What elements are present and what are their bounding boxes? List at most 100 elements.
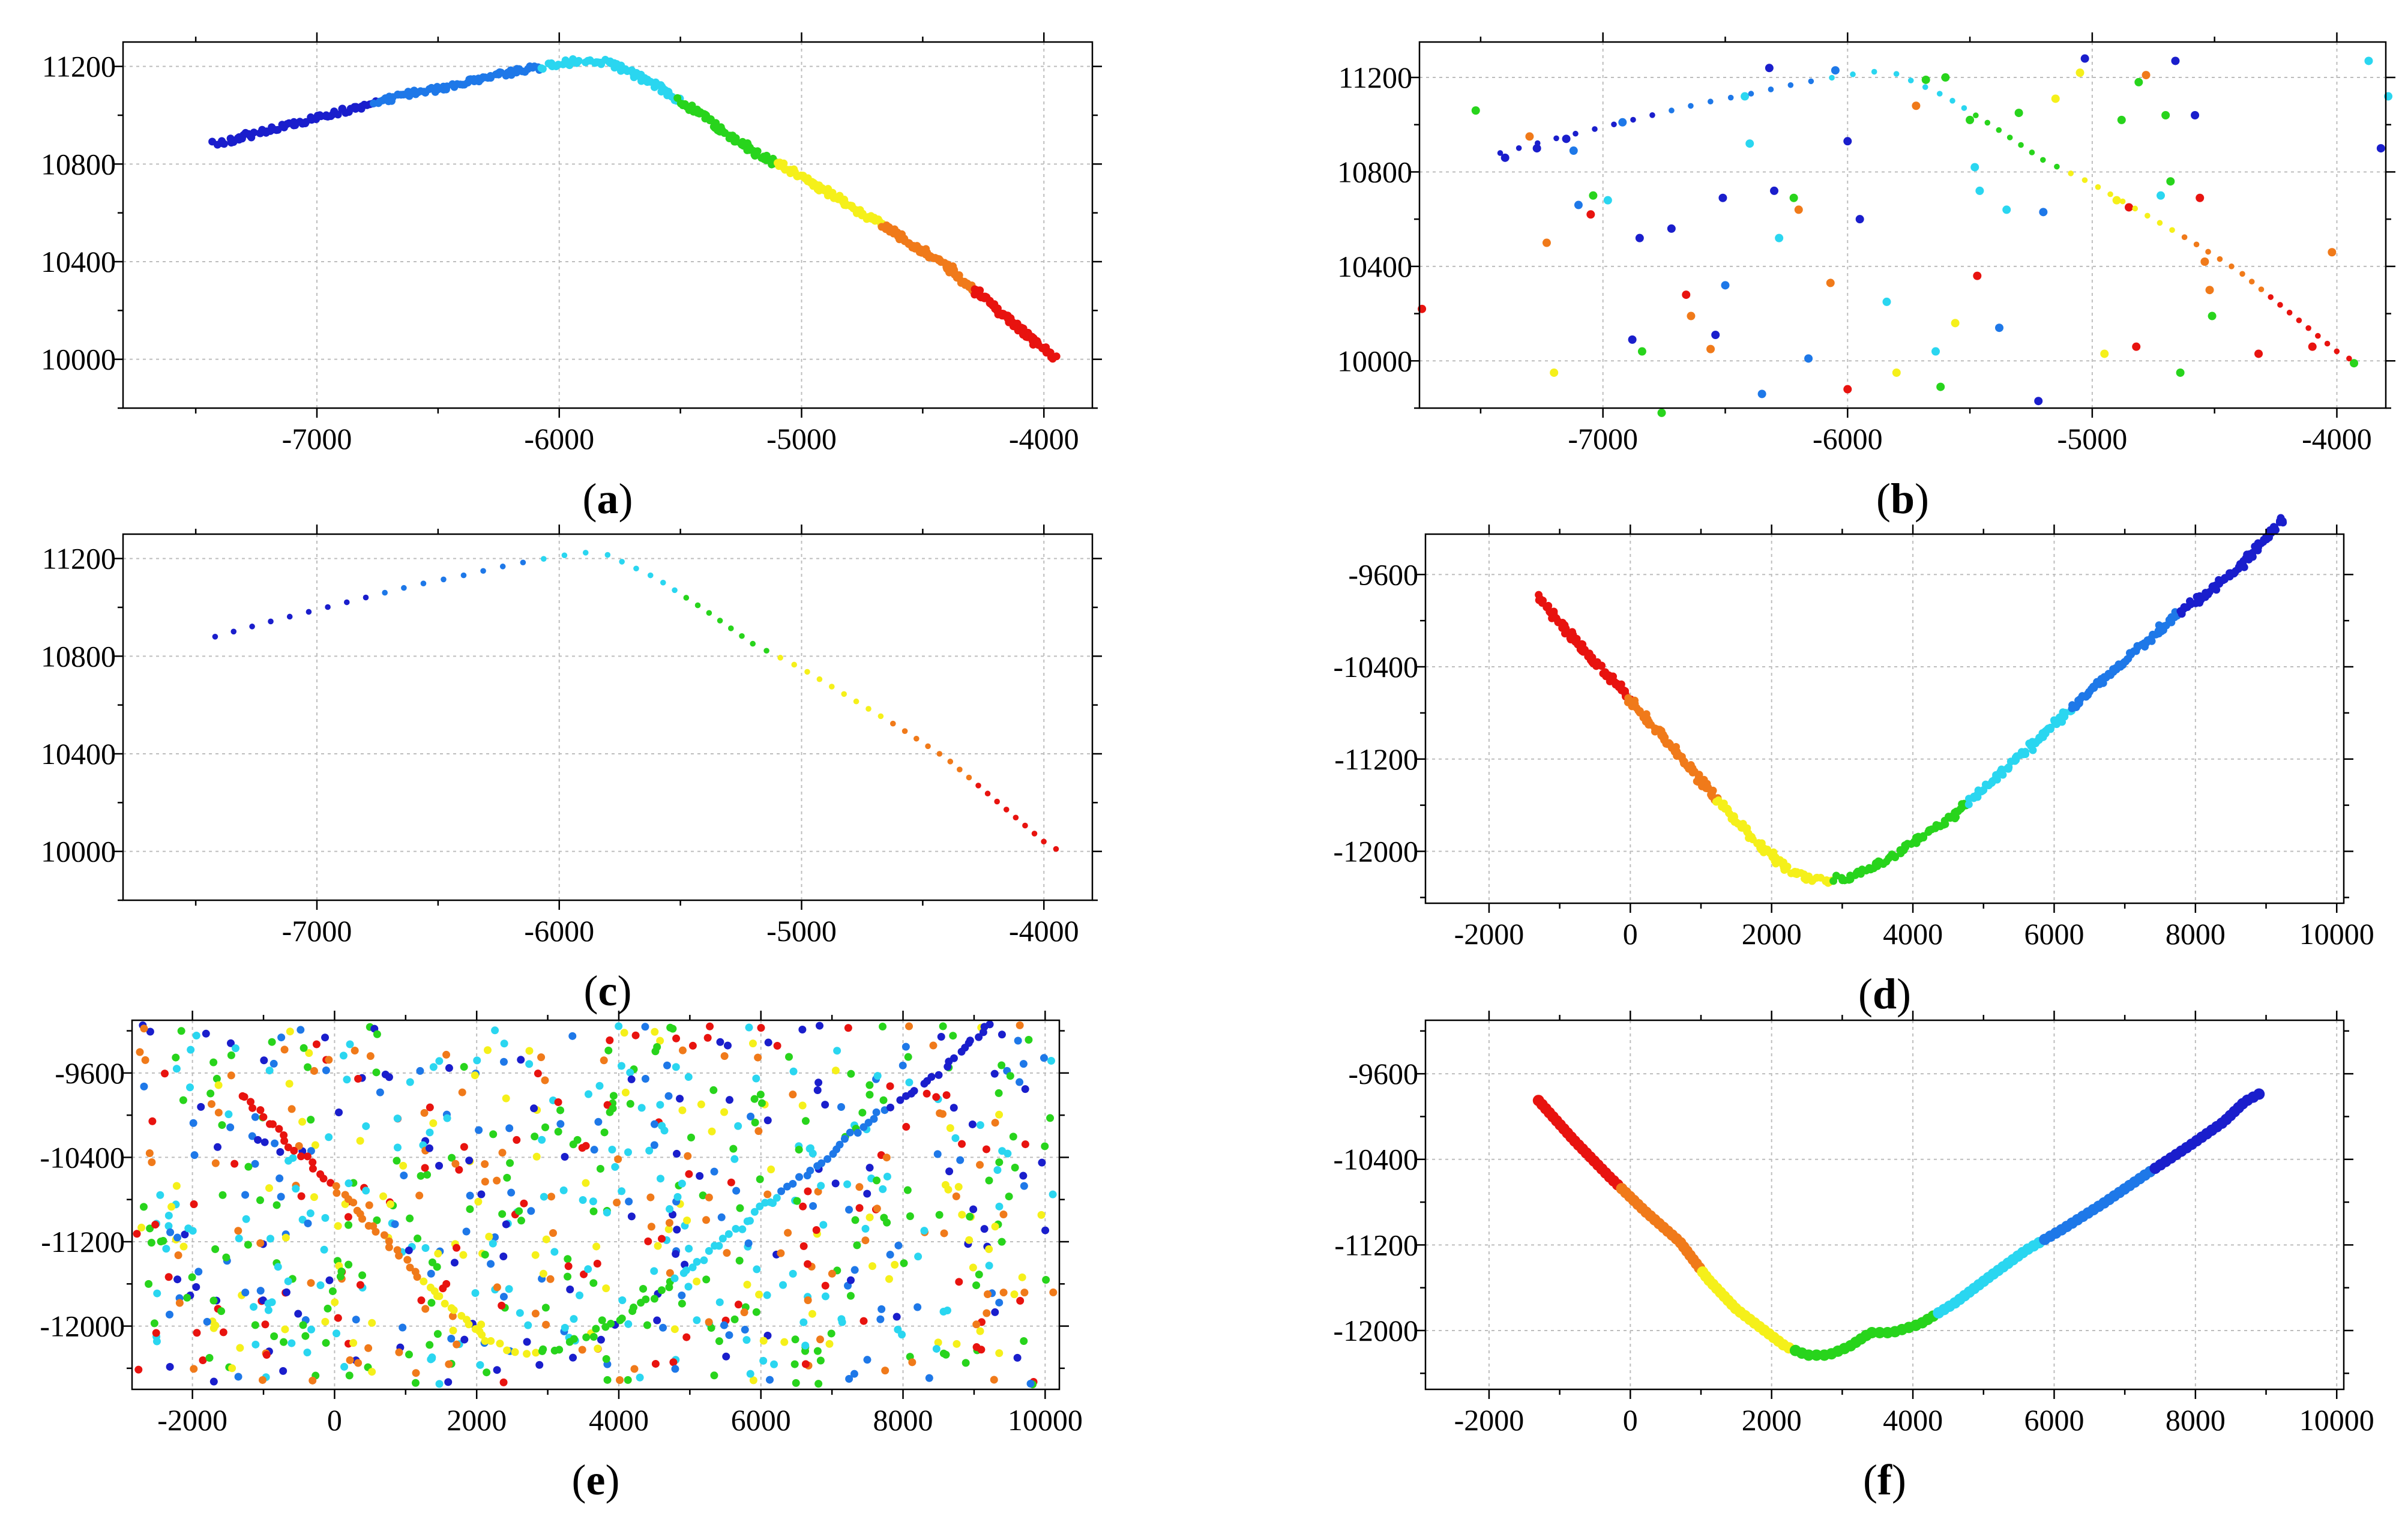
trajectory-point	[817, 1159, 826, 1167]
noise-point	[372, 1068, 381, 1077]
noise-point	[1951, 319, 1960, 328]
noise-point	[2205, 286, 2214, 295]
noise-point	[242, 1215, 250, 1223]
trajectory-point	[441, 576, 447, 583]
chart-panel-e: -2000 0 2000 4000 6000 8000 10000 -9600 -10400 -1…	[40, 1011, 1083, 1504]
noise-point	[151, 1220, 160, 1229]
noise-point	[900, 1259, 908, 1268]
noise-point	[906, 1212, 914, 1221]
noise-point	[530, 1104, 538, 1113]
noise-point	[2080, 54, 2089, 63]
trajectory-point	[975, 783, 981, 789]
noise-point	[321, 1317, 330, 1326]
noise-point	[345, 1260, 353, 1269]
noise-point	[325, 1133, 333, 1142]
noise-point	[676, 1095, 684, 1103]
noise-point	[1004, 1149, 1012, 1158]
noise-point	[687, 1133, 695, 1142]
noise-point	[764, 1038, 772, 1047]
noise-point	[592, 1242, 601, 1251]
trajectory-point	[2248, 278, 2255, 285]
noise-point	[720, 1108, 729, 1116]
noise-point	[1021, 1140, 1029, 1149]
noise-point	[1016, 1078, 1024, 1086]
trajectory-point	[2277, 302, 2283, 308]
noise-point	[1936, 382, 1945, 391]
trajectory-point	[249, 624, 255, 630]
noise-point	[779, 1281, 787, 1289]
trajectory-point	[309, 1164, 317, 1173]
trajectory-point	[465, 1320, 473, 1329]
noise-point	[998, 1061, 1006, 1069]
noise-point	[734, 1122, 742, 1130]
noise-point	[827, 1329, 835, 1338]
noise-point	[564, 1255, 572, 1263]
noise-point	[1542, 238, 1551, 247]
noise-point	[998, 1030, 1006, 1039]
noise-point	[564, 1262, 573, 1271]
trajectory-point	[853, 1129, 862, 1137]
noise-point	[892, 1313, 901, 1321]
noise-point	[789, 1090, 797, 1099]
trajectory-point	[2346, 355, 2352, 362]
noise-point	[296, 1026, 305, 1034]
noise-point	[853, 1241, 861, 1250]
noise-point	[863, 1190, 871, 1198]
noise-point	[331, 1298, 339, 1307]
trajectory-point	[1022, 822, 1028, 829]
y-tick-label: -10400	[1333, 1143, 1418, 1176]
noise-point	[193, 1329, 201, 1337]
noise-point	[453, 1244, 461, 1252]
y-tick-label: 11200	[1338, 61, 1412, 94]
noise-point	[998, 1238, 1006, 1246]
noise-point	[2376, 144, 2385, 153]
trajectory-point	[1630, 116, 1636, 123]
noise-point	[625, 1197, 633, 1206]
x-tick-label: -4000	[1009, 422, 1079, 456]
x-tick-label: 0	[1623, 1403, 1638, 1437]
noise-point	[966, 1212, 974, 1221]
noise-point	[685, 1245, 693, 1253]
noise-point	[212, 1074, 221, 1083]
trajectory-point	[1689, 768, 1697, 777]
noise-point	[717, 1213, 726, 1221]
noise-point	[532, 1152, 541, 1161]
noise-point	[666, 1269, 674, 1277]
noise-point	[376, 1088, 384, 1096]
noise-point	[287, 1339, 296, 1347]
noise-point	[489, 1239, 497, 1248]
noise-point	[1804, 354, 1813, 363]
noise-point	[146, 1224, 154, 1233]
trajectory-point	[984, 790, 991, 797]
noise-point	[236, 1344, 244, 1352]
trajectory-point	[582, 1333, 591, 1341]
noise-point	[716, 1038, 724, 1046]
x-tick-label: -6000	[1813, 422, 1883, 456]
noise-point	[262, 1350, 271, 1359]
noise-point	[741, 1326, 749, 1334]
noise-point	[2125, 203, 2134, 212]
trajectory-point	[1743, 827, 1751, 835]
noise-point	[943, 1307, 951, 1315]
trajectory-point	[975, 1033, 983, 1041]
noise-point	[362, 1122, 370, 1130]
noise-point	[356, 1281, 364, 1289]
noise-point	[554, 1098, 562, 1106]
noise-point	[744, 1239, 753, 1248]
noise-point	[1006, 1072, 1014, 1080]
noise-point	[777, 1249, 785, 1257]
noise-point	[150, 1319, 158, 1328]
trajectory-point	[2029, 746, 2037, 754]
noise-point	[678, 1046, 687, 1054]
noise-point	[179, 1242, 188, 1251]
noise-point	[136, 1048, 144, 1056]
noise-point	[202, 1029, 210, 1038]
noise-point	[473, 1056, 481, 1065]
noise-point	[651, 1027, 659, 1036]
noise-point	[426, 1128, 434, 1137]
noise-point	[569, 1353, 577, 1362]
trajectory-point	[480, 568, 486, 574]
noise-point	[435, 1380, 444, 1388]
y-tick-label: 10800	[1337, 155, 1412, 188]
noise-point	[199, 1356, 207, 1364]
